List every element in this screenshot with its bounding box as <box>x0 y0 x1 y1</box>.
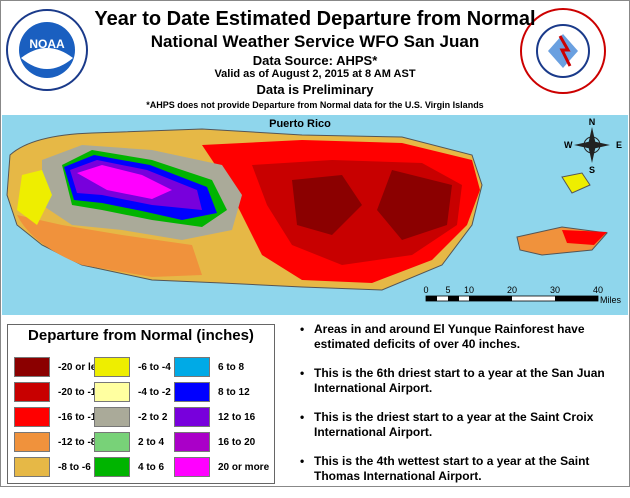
bullet: • <box>300 366 305 380</box>
compass-s: S <box>589 165 595 175</box>
note-item: • This is the 4th wettest start to a year… <box>300 454 625 484</box>
legend-swatch <box>174 382 210 402</box>
legend-label: 8 to 12 <box>218 386 250 398</box>
legend-label: 4 to 6 <box>138 461 165 473</box>
legend-swatch <box>174 357 210 377</box>
compass-rose: N S E W <box>564 117 622 175</box>
legend-swatch <box>14 357 50 377</box>
scale-tick: 30 <box>550 285 560 295</box>
legend-item: 2 to 4 <box>94 432 164 452</box>
legend-item: 4 to 6 <box>94 457 164 477</box>
legend-item: -4 to -2 <box>94 382 171 402</box>
legend-label: -16 to -12 <box>58 411 102 423</box>
puerto-rico-map: Puerto Rico N S E W 0 5 10 20 30 40 Mile… <box>6 117 622 305</box>
legend-label: 2 to 4 <box>138 436 165 448</box>
compass-e: E <box>616 140 622 150</box>
legend-swatch <box>14 407 50 427</box>
noaa-logo: NOAA <box>6 9 88 91</box>
legend-swatch <box>94 382 130 402</box>
legend-swatch <box>94 457 130 477</box>
legend-title: Departure from Normal (inches) <box>28 327 254 344</box>
bullet: • <box>300 322 305 336</box>
notes: • Areas in and around El Yunque Rainfores… <box>300 322 625 498</box>
note-text: This is the 6th driest start to a year a… <box>314 366 605 395</box>
legend-label: 6 to 8 <box>218 361 245 373</box>
legend-item: 8 to 12 <box>174 382 250 402</box>
note-item: • Areas in and around El Yunque Rainfores… <box>300 322 625 352</box>
legend-label: 20 or more <box>218 461 270 473</box>
legend-swatch <box>94 357 130 377</box>
valid-time: Valid as of August 2, 2015 at 8 AM AST <box>214 68 416 80</box>
page-title: Year to Date Estimated Departure from No… <box>94 8 536 30</box>
office-subtitle: National Weather Service WFO San Juan <box>150 32 480 51</box>
legend-item: -8 to -6 <box>14 457 91 477</box>
nws-logo <box>520 8 606 94</box>
legend-item: 20 or more <box>174 457 269 477</box>
compass-n: N <box>589 117 596 127</box>
legend-swatch <box>174 457 210 477</box>
legend-swatch <box>14 382 50 402</box>
legend-swatch <box>174 407 210 427</box>
legend-label: 12 to 16 <box>218 411 256 423</box>
legend-swatch <box>14 432 50 452</box>
legend-item: 6 to 8 <box>174 357 244 377</box>
compass-w: W <box>564 140 573 150</box>
legend-item: 16 to 20 <box>174 432 255 452</box>
bullet: • <box>300 410 305 424</box>
legend-item: 12 to 16 <box>174 407 255 427</box>
legend-swatch <box>94 407 130 427</box>
legend-label: -2 to 2 <box>138 411 168 423</box>
note-text: Areas in and around El Yunque Rainforest… <box>314 322 585 351</box>
scale-tick: 10 <box>464 285 474 295</box>
legend-item: -20 to -16 <box>14 382 102 402</box>
legend-label: -20 or less <box>58 361 108 373</box>
scale-tick: 0 <box>423 285 428 295</box>
legend-item: -12 to -8 <box>14 432 96 452</box>
legend-swatch <box>94 432 130 452</box>
map-label: Puerto Rico <box>269 118 331 130</box>
noaa-logo-text: NOAA <box>29 37 65 51</box>
note-text: This is the 4th wettest start to a year … <box>314 454 590 483</box>
scale-tick: 40 <box>593 285 603 295</box>
legend: Departure from Normal (inches) -20 or le… <box>7 324 275 484</box>
scale-bar: 0 5 10 20 30 40 Miles <box>423 285 621 305</box>
footnote: *AHPS does not provide Departure from No… <box>146 100 484 110</box>
legend-label: -20 to -16 <box>58 386 102 398</box>
bullet: • <box>300 454 305 468</box>
legend-swatch <box>174 432 210 452</box>
data-source: Data Source: AHPS* <box>252 53 378 68</box>
legend-label: 16 to 20 <box>218 436 256 448</box>
legend-label: -4 to -2 <box>138 386 171 398</box>
legend-label: -6 to -4 <box>138 361 171 373</box>
legend-item: -20 or less <box>14 357 107 377</box>
legend-item: -16 to -12 <box>14 407 102 427</box>
preliminary-notice: Data is Preliminary <box>256 82 374 97</box>
scale-unit: Miles <box>600 295 622 305</box>
note-item: • This is the 6th driest start to a year … <box>300 366 625 396</box>
note-text: This is the driest start to a year at th… <box>314 410 594 439</box>
scale-tick: 20 <box>507 285 517 295</box>
legend-item: -2 to 2 <box>94 407 167 427</box>
map: Puerto Rico N S E W 0 5 10 20 30 40 Mile… <box>2 115 628 315</box>
legend-label: -8 to -6 <box>58 461 91 473</box>
legend-swatch <box>14 457 50 477</box>
note-item: • This is the driest start to a year at t… <box>300 410 625 440</box>
legend-label: -12 to -8 <box>58 436 97 448</box>
scale-tick: 5 <box>445 285 450 295</box>
legend-item: -6 to -4 <box>94 357 171 377</box>
